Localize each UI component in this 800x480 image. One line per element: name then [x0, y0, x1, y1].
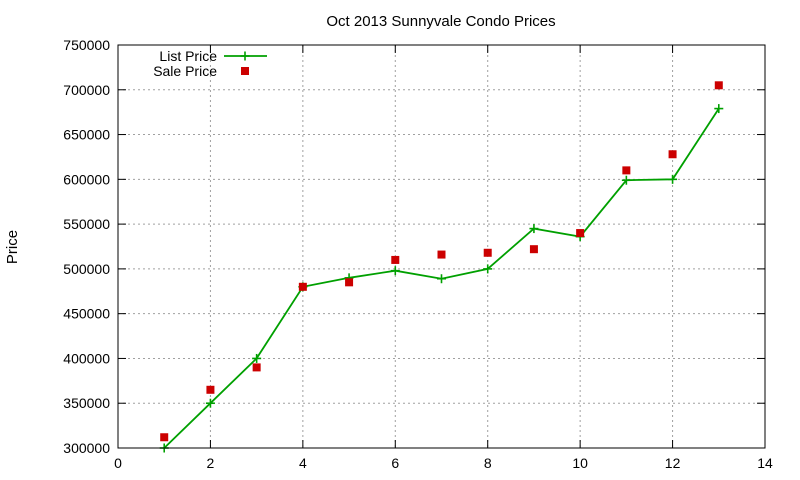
list-price-point — [205, 398, 215, 408]
x-tick-label: 8 — [484, 455, 492, 471]
legend-label: Sale Price — [153, 63, 217, 79]
sale-price-point — [160, 433, 169, 442]
y-tick-label: 600000 — [63, 171, 110, 187]
list-price-point — [621, 175, 631, 185]
sale-price-point — [206, 385, 215, 394]
list-price-point — [668, 174, 678, 184]
y-tick-label: 750000 — [63, 37, 110, 53]
sale-price-point — [391, 255, 400, 264]
list-price-point — [437, 274, 446, 284]
grid — [118, 45, 765, 448]
x-tick-label: 14 — [757, 455, 773, 471]
y-tick-label: 700000 — [63, 82, 110, 98]
x-tick-label: 4 — [299, 455, 307, 471]
x-tick-label: 12 — [665, 455, 681, 471]
sale-price-point — [576, 229, 585, 238]
legend-swatch-square — [241, 67, 249, 75]
y-tick-label: 450000 — [63, 306, 110, 322]
sale-price-point — [714, 81, 723, 90]
x-tick-label: 0 — [114, 455, 122, 471]
sale-price-point — [529, 245, 538, 254]
y-tick-label: 500000 — [63, 261, 110, 277]
y-tick-label: 400000 — [63, 350, 110, 366]
chart-title: Oct 2013 Sunnyvale Condo Prices — [326, 13, 555, 30]
x-tick-label: 2 — [207, 455, 215, 471]
y-tick-label: 350000 — [63, 395, 110, 411]
list-price-point — [714, 104, 724, 114]
y-axis-label: Price — [4, 230, 21, 264]
sale-price-point — [437, 250, 446, 259]
y-tick-label: 650000 — [63, 127, 110, 143]
list-price-point — [390, 266, 400, 276]
legend-swatch-plus — [240, 51, 250, 61]
list-price-point — [252, 353, 262, 363]
list-price-point — [529, 224, 539, 234]
y-tick-label: 550000 — [63, 216, 110, 232]
series — [159, 81, 724, 453]
x-tick-label: 10 — [572, 455, 588, 471]
y-tick-label: 300000 — [63, 440, 110, 456]
legend-label: List Price — [159, 48, 217, 64]
sale-price-point — [345, 278, 354, 287]
sale-price-point — [298, 282, 307, 291]
sale-price-point — [252, 363, 261, 372]
sale-price-point — [622, 166, 631, 175]
ticks: 300000 350000 400000 450000 500000 550000 6000… — [63, 37, 773, 471]
sale-price-point — [483, 248, 492, 257]
plot-frame — [117, 44, 766, 449]
list-price-point — [483, 264, 493, 274]
sale-price-point — [668, 150, 677, 159]
x-tick-label: 6 — [391, 455, 399, 471]
